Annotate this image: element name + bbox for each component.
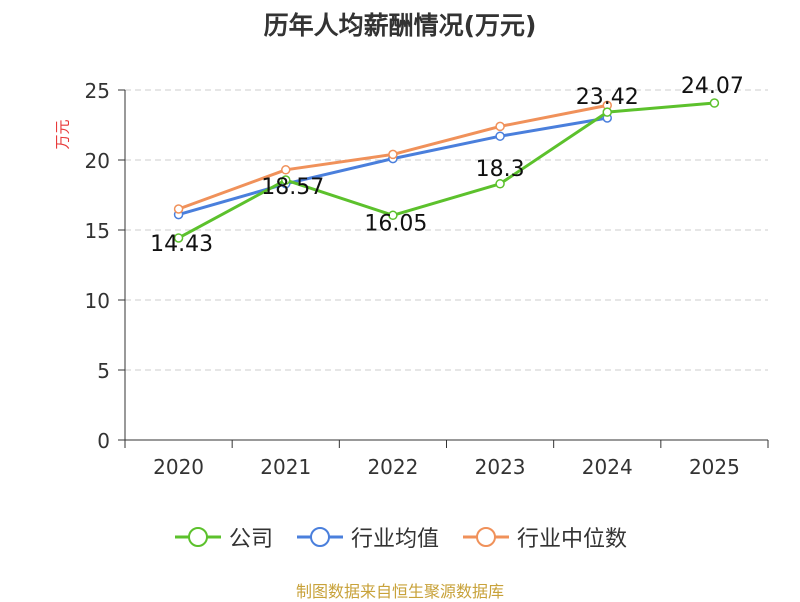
- data-point: [173, 233, 184, 243]
- legend-item-company[interactable]: 公司: [173, 521, 273, 553]
- data-point: [281, 175, 291, 185]
- series-line: [177, 101, 715, 240]
- legend-item-industry-mean[interactable]: 行业均值: [295, 521, 439, 553]
- data-point: [495, 131, 505, 141]
- legend: 公司 行业均值 行业中位数: [0, 521, 800, 553]
- y-tick-label: 0: [97, 429, 110, 453]
- data-label: 14.43: [150, 232, 213, 257]
- data-label: 23.42: [576, 85, 639, 110]
- x-tick-label: 2022: [367, 455, 418, 479]
- y-tick-label: 20: [85, 149, 110, 173]
- y-tick-label: 10: [85, 289, 110, 313]
- data-point: [495, 121, 505, 132]
- x-tick-label: 2021: [260, 455, 311, 479]
- legend-label-company: 公司: [228, 527, 273, 552]
- legend-item-industry-median[interactable]: 行业中位数: [461, 521, 627, 553]
- x-tick-label: 2020: [153, 455, 204, 479]
- data-point: [173, 204, 184, 214]
- data-label: 18.3: [476, 157, 525, 182]
- y-tick-label: 25: [85, 79, 110, 103]
- chart-title: 历年人均薪酬情况(万元): [263, 11, 537, 40]
- x-tick-label: 2024: [582, 455, 633, 479]
- data-point: [388, 149, 398, 160]
- x-tick-label: 2025: [689, 455, 740, 479]
- legend-swatch-industry-median: [463, 527, 509, 547]
- data-point: [281, 165, 291, 175]
- y-tick-label: 15: [85, 219, 110, 243]
- legend-label-industry-mean: 行业均值: [350, 527, 439, 552]
- data-source-note: 制图数据来自恒生聚源数据库: [295, 582, 504, 601]
- data-point: [388, 210, 398, 221]
- legend-swatch-industry-mean: [296, 527, 343, 547]
- data-point: [602, 107, 612, 117]
- data-label: 24.07: [681, 74, 744, 99]
- legend-swatch-company: [174, 527, 221, 547]
- data-point: [495, 179, 505, 189]
- y-tick-label: 5: [97, 359, 110, 383]
- data-label: 16.05: [364, 211, 427, 236]
- data-label: 18.57: [261, 175, 324, 200]
- data-point: [709, 98, 720, 108]
- x-tick-label: 2023: [475, 455, 526, 479]
- legend-label-industry-median: 行业中位数: [517, 527, 628, 552]
- series-line: [178, 116, 608, 217]
